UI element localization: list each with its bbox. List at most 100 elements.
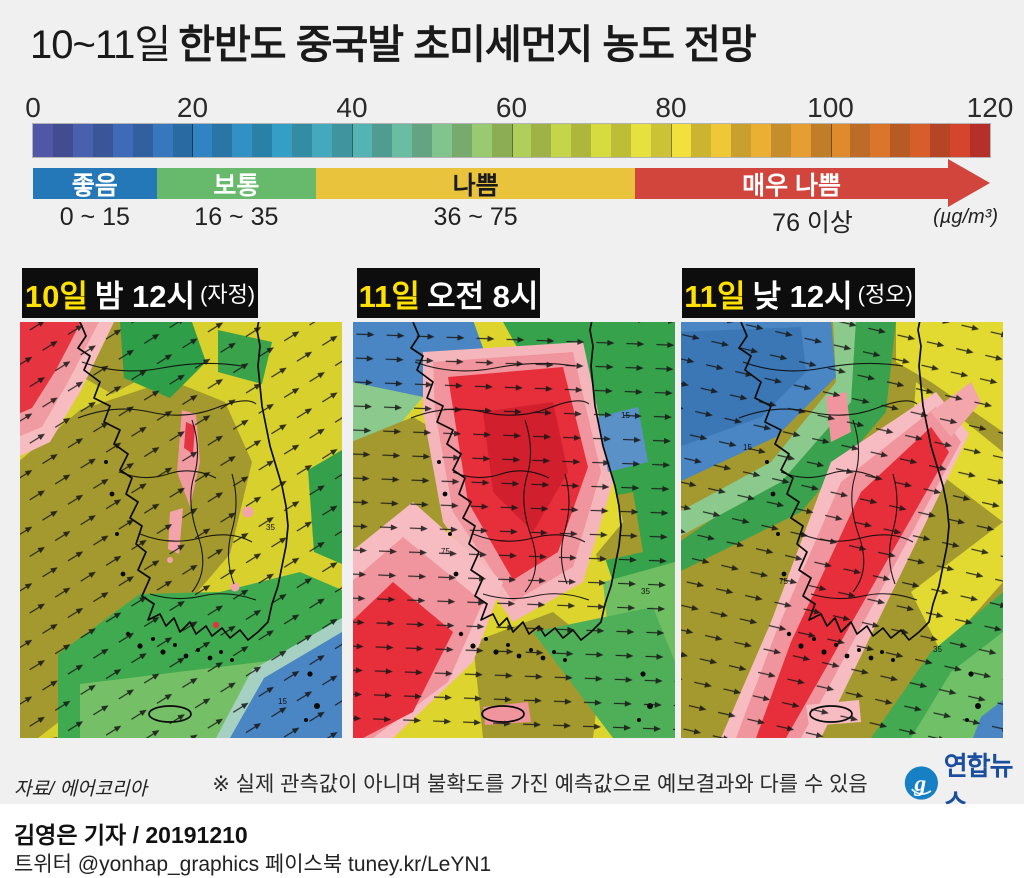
panel-header-3: 11일 낮 12시 (정오) [682,268,915,318]
grade-segment-매우 나쁨: 매우 나쁨 [635,159,990,207]
scale-cell [671,124,691,157]
grade-segment-보통: 보통 [156,168,317,200]
unit-label: (µg/m³) [933,206,998,228]
grade-segment-나쁨: 나쁨 [316,168,636,200]
scale-cell [192,124,213,157]
scale-tick-label: 60 [495,92,528,123]
scale-tick-line [830,124,832,157]
scale-cell [770,124,791,157]
title-date-range: 10~11일 [30,23,171,67]
scale-cell [212,124,233,157]
scale-cell [33,124,53,157]
contour-label-15: 15 [621,411,630,420]
scale-cell [431,124,452,157]
scale-cell [371,124,392,157]
scale-cell [790,124,811,157]
scale-cell [531,124,552,157]
forecast-map-morning: 75 15 35 [353,322,675,738]
scale-cell [890,124,911,157]
scale-cell [810,124,831,157]
contour-label-15: 15 [278,697,287,706]
panel-1-suffix: (자정) [200,282,256,307]
scale-cell [730,124,751,157]
grade-range-row: (µg/m³) 0 ~ 15 16 ~ 35 36 ~ 75 76 이상 [33,203,998,237]
scale-cell [710,124,731,157]
scale-cell [112,124,133,157]
scale-cell [830,124,851,157]
social-links: 트위터 @yonhap_graphics 페이스북 tuney.kr/LeYN1 [14,853,492,876]
forecast-map-noon: 75 35 15 [681,322,1003,738]
credits-background [0,804,1024,878]
title-main: 한반도 중국발 초미세먼지 농도 전망 [178,23,756,67]
scale-cell [152,124,173,157]
scale-cell [571,124,592,157]
panel-header-1: 10일 밤 12시 (자정) [22,268,258,318]
scale-tick-label: 100 [807,92,854,123]
disclaimer-note: ※ 실제 관측값이 아니며 불확도를 가진 예측값으로 예보결과와 다를 수 있… [212,773,868,796]
grade-range-label: 76 이상 [772,209,853,237]
scale-cell [611,124,632,157]
scale-cell [292,124,313,157]
scale-cell [252,124,273,157]
scale-tick-label: 20 [176,92,209,123]
scale-tick-line [670,124,672,157]
scale-cell [172,124,193,157]
panel-3-suffix: (정오) [857,282,913,307]
page-title: 10~11일 한반도 중국발 초미세먼지 농도 전망 [30,12,757,70]
scale-cell [511,124,532,157]
scale-cell [690,124,711,157]
scale-cell [312,124,333,157]
scale-tick-label: 120 [966,92,1014,123]
scale-cell [451,124,472,157]
contour-label-35: 35 [933,645,942,654]
contour-label-35: 35 [266,523,275,532]
reporter-byline: 김영은 기자 / 20191210 [14,822,248,848]
grade-range-label: 36 ~ 75 [433,203,518,231]
contour-label-75: 75 [779,577,788,586]
scale-cell [332,124,352,157]
scale-tick-label: 0 [25,92,41,123]
panel-header-2: 11일 오전 8시 [357,268,540,318]
scale-cell [870,124,891,157]
svg-text:g: g [913,771,926,797]
scale-cell [591,124,612,157]
grade-segment-좋음: 좋음 [33,168,157,200]
contour-label-75: 75 [441,547,450,556]
panel-3-time: 낮 12시 [752,278,853,314]
forecast-map-night: 35 15 [20,322,342,738]
scale-cell [92,124,113,157]
yonhap-logo-icon: g [904,766,938,800]
scale-cell [72,124,93,157]
scale-tick-line [351,124,353,157]
panel-1-day: 10일 [24,278,88,314]
scale-cell [411,124,432,157]
scale-tick-line [511,124,513,157]
scale-cell [950,124,971,157]
scale-cell [850,124,871,157]
scale-cell [750,124,771,157]
panel-2-time: 오전 8시 [426,278,539,314]
scale-cell [352,124,372,157]
scale-cell [651,124,671,157]
grade-range-label: 16 ~ 35 [194,203,279,231]
contour-label-35: 35 [641,587,650,596]
scale-cell [551,124,572,157]
scale-cell [391,124,412,157]
scale-cell [631,124,652,157]
scale-tick-line [192,124,194,157]
scale-cell [52,124,73,157]
scale-cell [471,124,492,157]
scale-cell [491,124,512,157]
panel-1-time: 밤 12시 [94,278,195,314]
scale-tick-label: 40 [336,92,368,123]
scale-cell [970,124,990,157]
scale-tick-labels: 0 20 40 60 80 100 120 [25,92,1013,123]
yonhap-logo: g 연합뉴스 [903,751,1024,818]
scale-cell [132,124,153,157]
scale-tick-label: 80 [655,92,687,123]
scale-cell [232,124,253,157]
source-credit: 자료/ 에어코리아 [14,779,147,800]
scale-cell [930,124,951,157]
concentration-scale-bar [32,123,991,158]
